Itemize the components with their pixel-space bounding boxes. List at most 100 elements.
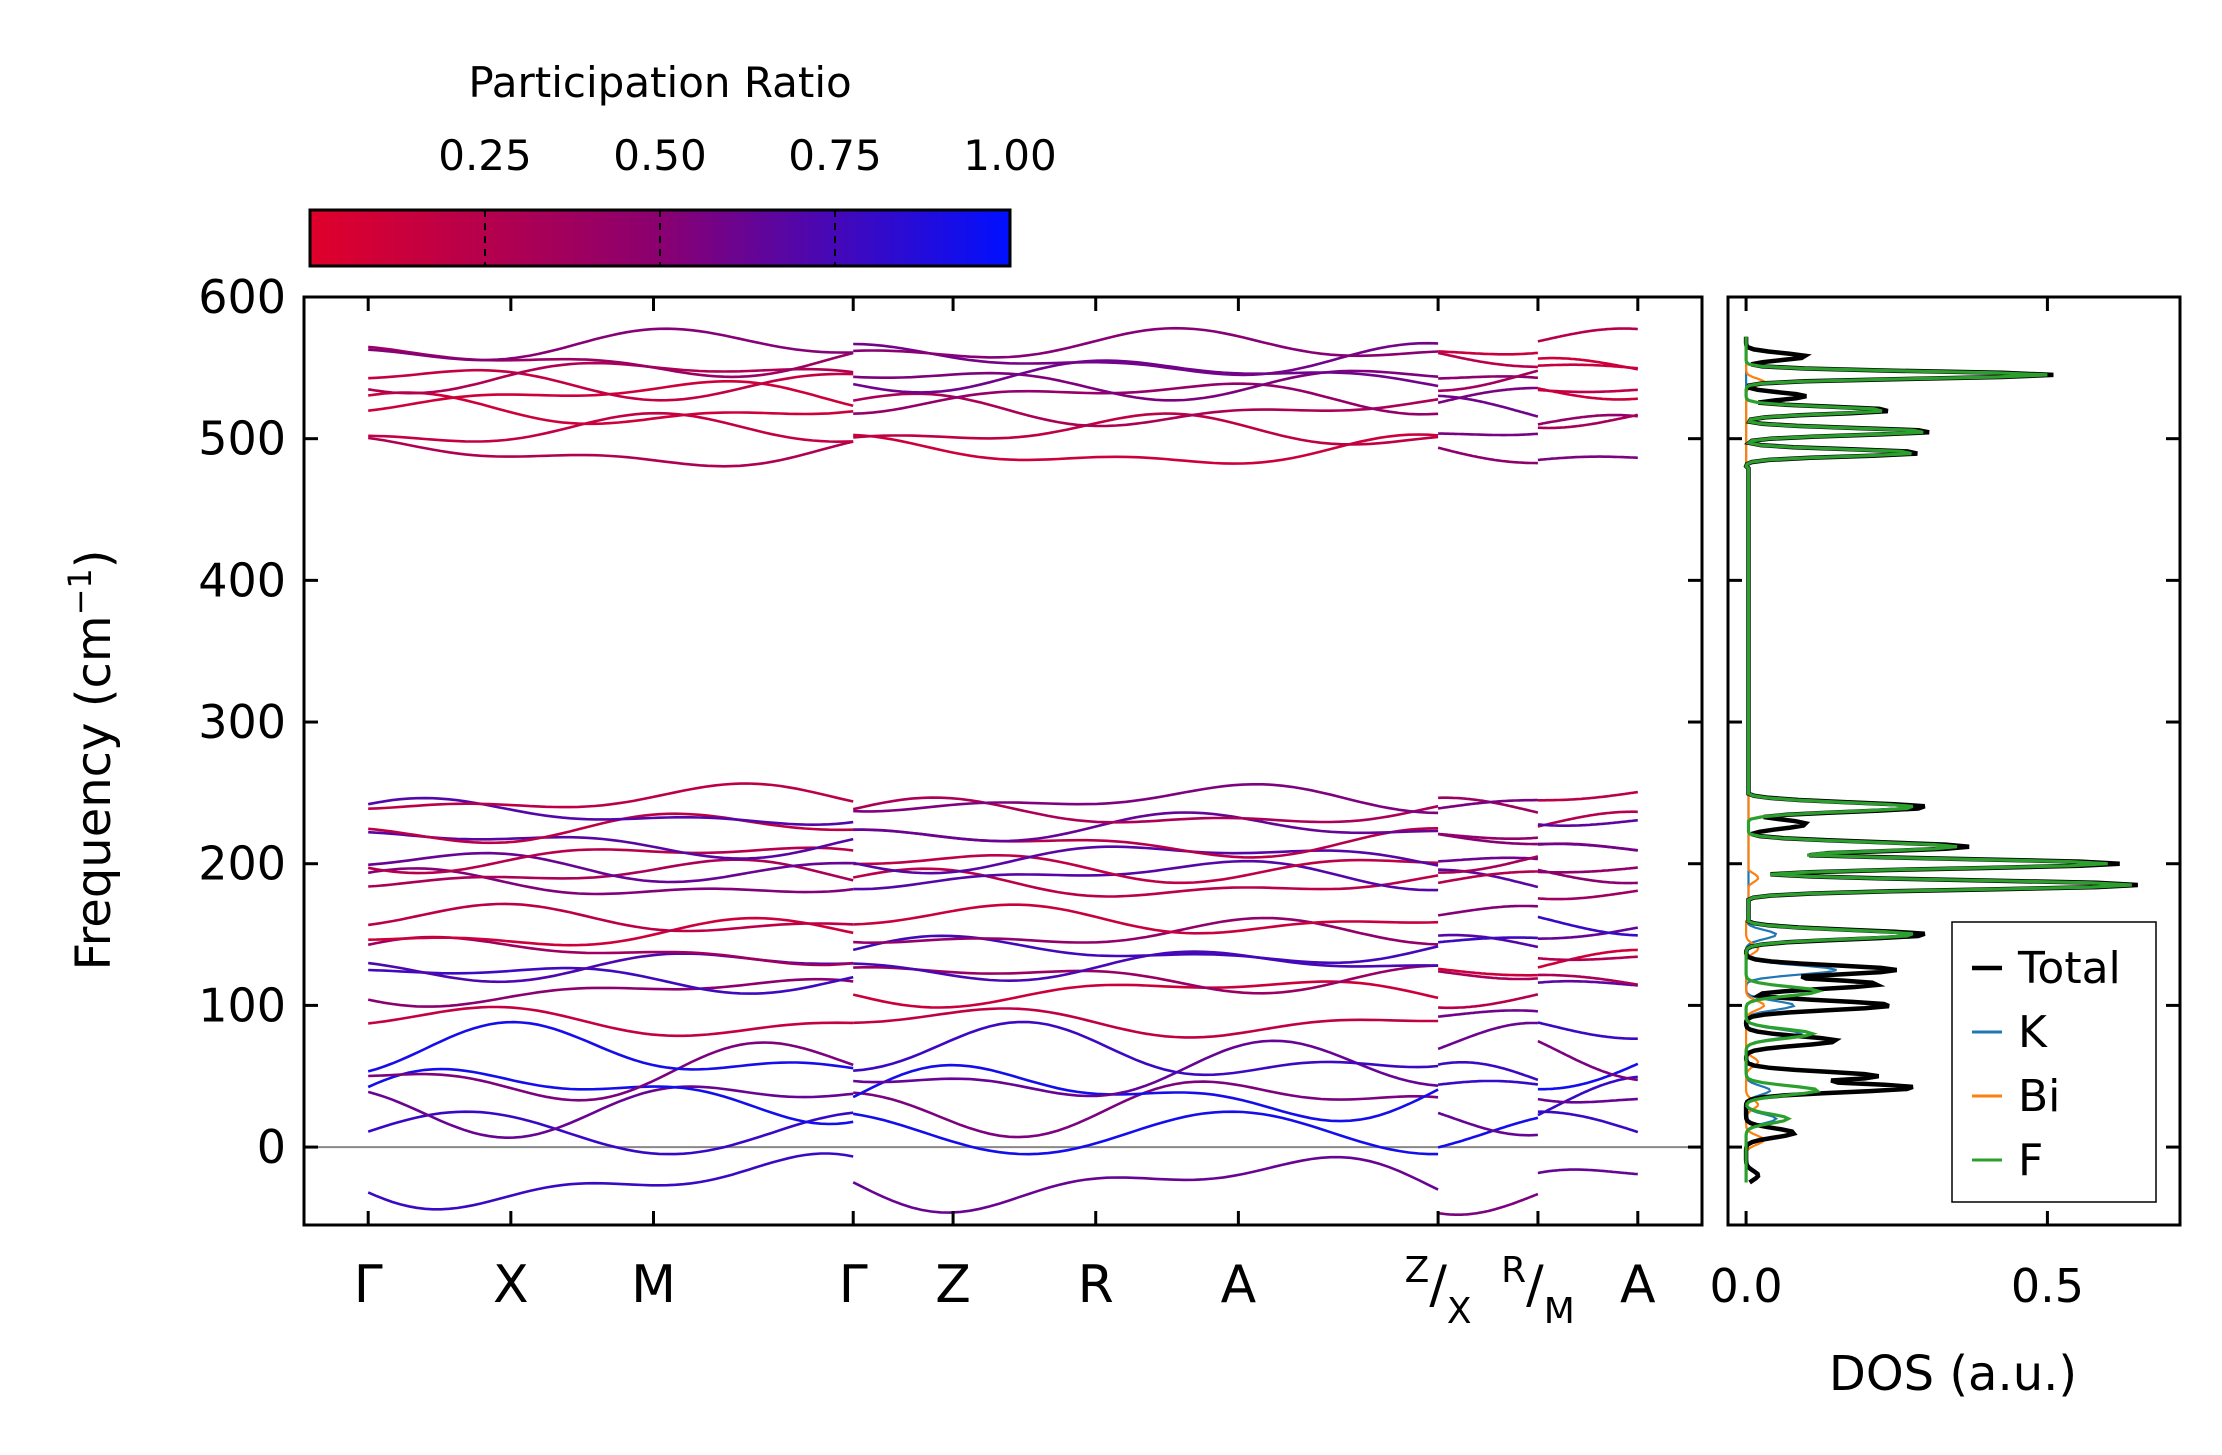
- band-line: [1437, 970, 1538, 981]
- dos-x-tick-label: 0.5: [2011, 1259, 2084, 1313]
- y-tick-label: 300: [198, 695, 286, 749]
- band-line: [1437, 798, 1538, 810]
- legend-label: Bi: [2018, 1071, 2060, 1122]
- dos-line-k: [1744, 336, 1837, 1183]
- k-point-label: A: [1620, 1255, 1656, 1315]
- band-line: [1537, 363, 1638, 370]
- band-line: [368, 952, 854, 984]
- band-line: [368, 830, 854, 860]
- k-point-label: X: [493, 1255, 529, 1315]
- band-line: [853, 903, 1439, 935]
- dos-panel: 0.0 0.5 DOS (a.u.) Total K Bi F: [1710, 295, 2182, 1402]
- band-line: [853, 1007, 1439, 1039]
- band-line: [853, 412, 1439, 446]
- band-line: [1437, 1116, 1539, 1149]
- band-line: [1438, 1009, 1538, 1018]
- band-line: [1537, 1110, 1639, 1134]
- band-line: [1437, 446, 1538, 465]
- band-line: [1438, 350, 1539, 356]
- band-line: [1537, 1097, 1638, 1104]
- colorbar: Participation Ratio 0.25 0.50 0.75 1.00: [308, 58, 1057, 268]
- legend-label: F: [2018, 1135, 2043, 1186]
- band-line: [853, 964, 1439, 995]
- band-line: [1537, 413, 1638, 426]
- band-line: [853, 782, 1439, 815]
- y-tick-label: 0: [257, 1120, 286, 1174]
- band-line: [1537, 1168, 1638, 1176]
- k-point-label: Γ: [354, 1255, 383, 1315]
- band-structure-panel: 0 100 200 300 400 500 600 Γ X M Γ Z R A Z/X R/M A Frequ…: [61, 270, 1704, 1332]
- band-line: [368, 1005, 854, 1038]
- band-line: [1537, 889, 1639, 901]
- band-line: [368, 368, 854, 402]
- band-line: [853, 859, 1439, 892]
- band-line: [368, 902, 854, 933]
- y-tick-label: 600: [198, 270, 286, 324]
- band-line: [852, 1063, 1439, 1123]
- band-line: [368, 782, 854, 810]
- dos-lines: [1743, 336, 2138, 1185]
- colorbar-tick-label: 0.50: [613, 131, 707, 180]
- colorbar-ticks: 0.25 0.50 0.75 1.00: [438, 131, 1057, 266]
- k-point-label: A: [1221, 1255, 1257, 1315]
- band-line: [853, 1020, 1439, 1077]
- k-point-label: Z/X: [1405, 1250, 1472, 1332]
- band-line: [853, 433, 1439, 465]
- band-line: [1537, 1021, 1638, 1040]
- band-line: [1537, 866, 1638, 874]
- band-line: [1437, 386, 1538, 405]
- band-line: [853, 811, 1439, 843]
- k-point-label: R/M: [1501, 1250, 1575, 1332]
- band-line: [1537, 842, 1638, 852]
- band-line: [853, 382, 1439, 416]
- band-line: [1537, 955, 1638, 962]
- colorbar-tick-label: 1.00: [963, 131, 1057, 180]
- band-line: [1438, 394, 1539, 418]
- band-line: [367, 1085, 854, 1140]
- band-line: [853, 1039, 1439, 1098]
- band-line: [1437, 832, 1538, 846]
- band-line: [368, 812, 854, 845]
- band-line: [853, 326, 1439, 359]
- band-line: [367, 1152, 854, 1211]
- band-line: [1437, 832, 1538, 841]
- band-line: [1437, 1061, 1539, 1082]
- band-line: [367, 1067, 854, 1126]
- band-line: [1537, 810, 1638, 828]
- band-line: [1438, 856, 1538, 863]
- band-line: [1537, 819, 1638, 828]
- colorbar-tick-label: 0.75: [788, 131, 882, 180]
- band-line: [1537, 387, 1638, 401]
- band-line: [368, 436, 854, 468]
- band-line: [852, 867, 1439, 898]
- y-tick-label: 200: [198, 837, 286, 891]
- band-line: [853, 369, 1439, 402]
- colorbar-title: Participation Ratio: [468, 58, 851, 107]
- band-line: [368, 391, 854, 426]
- band-y-axis-label: Frequency (cm−1): [61, 549, 122, 970]
- band-line: [1537, 915, 1638, 937]
- band-line: [1537, 455, 1638, 462]
- dos-axes-frame: [1726, 295, 2182, 1227]
- band-line: [852, 392, 1439, 428]
- band-line: [367, 846, 854, 875]
- band-line: [1537, 868, 1638, 885]
- band-line: [1437, 904, 1538, 917]
- band-line: [1438, 993, 1539, 1010]
- y-tick-label: 500: [198, 412, 286, 466]
- band-line: [1437, 1079, 1539, 1086]
- band-line: [852, 980, 1439, 1009]
- band-line: [1438, 369, 1539, 393]
- band-line: [1438, 855, 1539, 874]
- band-line: [1437, 870, 1538, 885]
- band-k-ticks: Γ X M Γ Z R A Z/X R/M A: [354, 297, 1656, 1332]
- band-line: [853, 916, 1439, 946]
- k-point-label: R: [1078, 1255, 1114, 1315]
- dos-x-tick-label: 0.0: [1710, 1259, 1783, 1313]
- band-line: [1438, 375, 1538, 380]
- legend-label: K: [2018, 1007, 2048, 1058]
- band-line: [1537, 327, 1638, 343]
- band-line: [367, 1110, 854, 1156]
- band-line: [852, 796, 1439, 824]
